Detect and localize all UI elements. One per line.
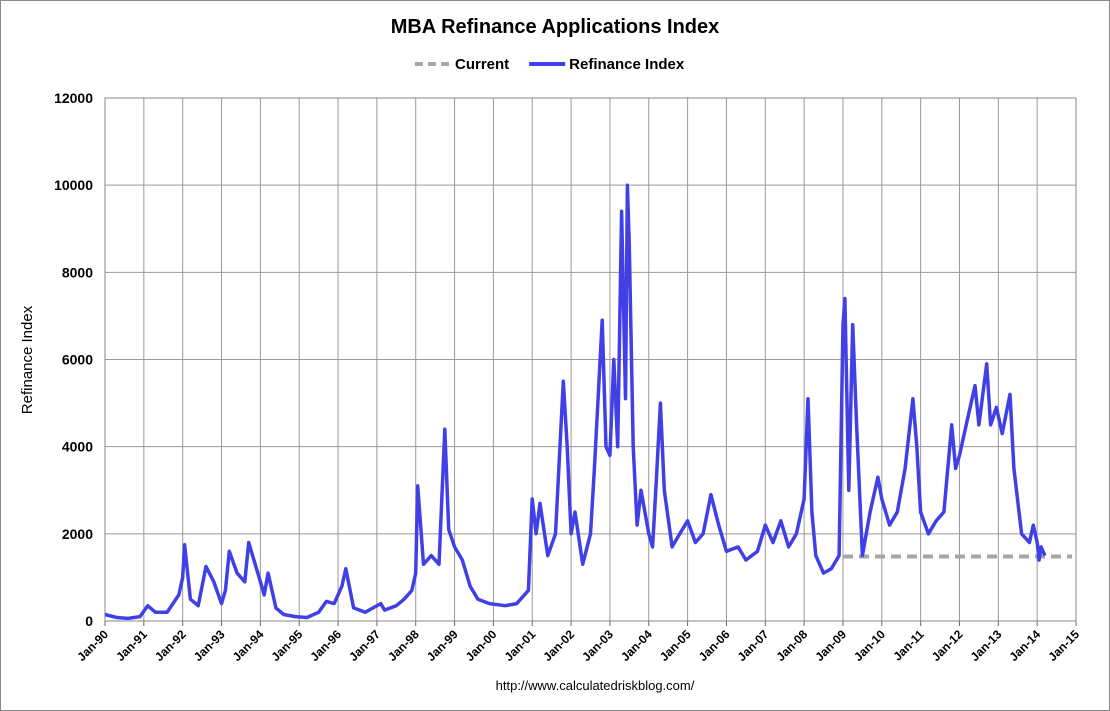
y-tick-label: 2000 [62,526,93,542]
y-tick-label: 6000 [62,352,93,368]
series-line [104,183,1047,621]
legend-label: Current [455,56,509,73]
source: http://www.calculatedriskblog.com/ [496,678,695,693]
y-tick-label: 8000 [62,264,93,280]
plot-border [104,97,1077,622]
y-tick-label: 12000 [54,90,93,106]
y-tick-label: 0 [85,613,93,629]
y-axis-label: Refinance Index [19,305,36,414]
y-tick-label: 4000 [62,439,93,455]
legend-label: Refinance Index [569,56,685,73]
y-tick-label: 10000 [54,177,93,193]
chart-title: MBA Refinance Applications Index [391,16,720,38]
